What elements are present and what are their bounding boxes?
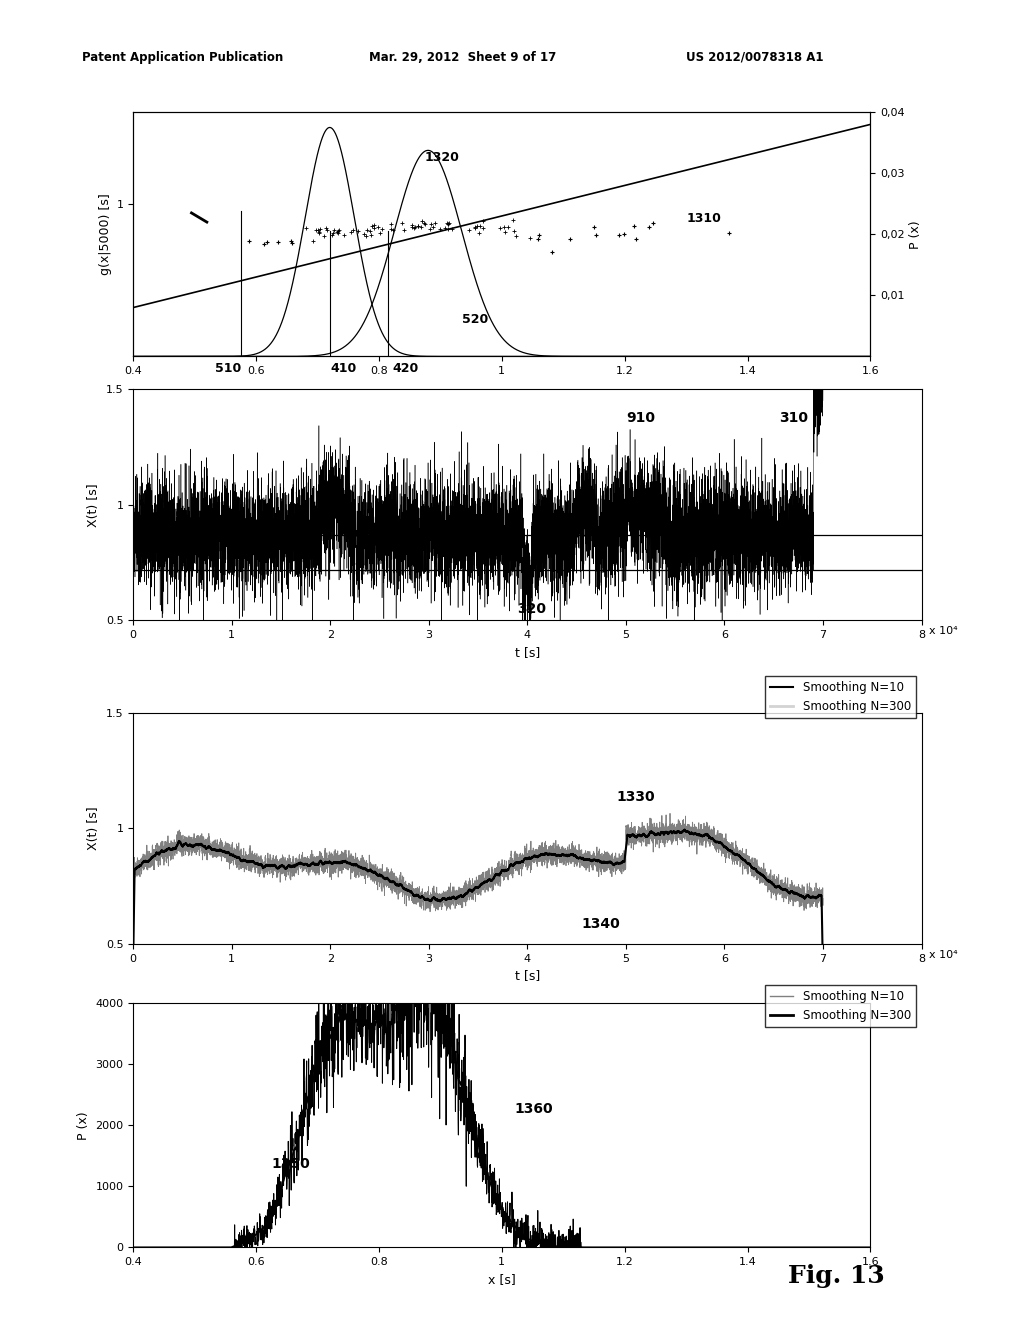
Text: 510: 510 (215, 362, 242, 375)
Text: x 10⁴: x 10⁴ (930, 626, 958, 636)
Smoothing N=300 (679, 822, 691, 838)
Y-axis label: P (x): P (x) (77, 1111, 90, 1139)
Text: 1330: 1330 (616, 789, 654, 804)
X-axis label: x [s]: x [s] (487, 396, 516, 409)
Text: x 10⁴: x 10⁴ (930, 949, 958, 960)
Legend: Smoothing N=10, Smoothing N=300: Smoothing N=10, Smoothing N=300 (765, 985, 915, 1027)
Smoothing N=10 (339, 851, 351, 867)
Y-axis label: X(t) [s]: X(t) [s] (87, 483, 100, 527)
Smoothing N=300 (243, 854, 255, 870)
Text: 410: 410 (331, 362, 356, 375)
Line: Smoothing N=300: Smoothing N=300 (133, 830, 823, 973)
Text: Patent Application Publication: Patent Application Publication (82, 50, 284, 63)
Legend: Smoothing N=10, Smoothing N=300: Smoothing N=10, Smoothing N=300 (765, 676, 915, 718)
Text: 910: 910 (626, 411, 655, 425)
Smoothing N=300 (630, 829, 642, 845)
Text: 420: 420 (392, 362, 419, 375)
Smoothing N=10 (355, 862, 368, 878)
Smoothing N=10 (817, 891, 829, 907)
Smoothing N=300 (587, 851, 599, 867)
Smoothing N=300 (355, 859, 368, 875)
X-axis label: x [s]: x [s] (487, 1272, 516, 1286)
Text: 310: 310 (778, 411, 808, 425)
Smoothing N=300 (759, 870, 771, 886)
Y-axis label: X(t) [s]: X(t) [s] (87, 807, 100, 850)
Text: 1320: 1320 (425, 150, 460, 164)
Text: 1350: 1350 (271, 1158, 310, 1171)
Text: 320: 320 (517, 602, 547, 616)
Y-axis label: P (x): P (x) (909, 220, 922, 248)
Y-axis label: g(x|5000) [s]: g(x|5000) [s] (99, 194, 113, 275)
Smoothing N=10 (587, 855, 599, 871)
X-axis label: t [s]: t [s] (515, 645, 540, 659)
X-axis label: t [s]: t [s] (515, 969, 540, 982)
Smoothing N=10 (759, 865, 771, 880)
Smoothing N=300 (339, 853, 351, 869)
Smoothing N=300 (817, 965, 829, 981)
Text: Mar. 29, 2012  Sheet 9 of 17: Mar. 29, 2012 Sheet 9 of 17 (369, 50, 556, 63)
Smoothing N=10 (630, 829, 642, 845)
Line: Smoothing N=10: Smoothing N=10 (133, 813, 823, 965)
Smoothing N=10 (664, 805, 676, 821)
Text: US 2012/0078318 A1: US 2012/0078318 A1 (686, 50, 823, 63)
Smoothing N=300 (127, 957, 139, 973)
Smoothing N=10 (127, 957, 139, 973)
Text: 520: 520 (462, 313, 488, 326)
Text: 1310: 1310 (686, 213, 721, 226)
Text: Fig. 13: Fig. 13 (788, 1265, 885, 1288)
Text: 1360: 1360 (514, 1102, 553, 1117)
Text: 1340: 1340 (582, 916, 621, 931)
Smoothing N=10 (243, 851, 255, 867)
